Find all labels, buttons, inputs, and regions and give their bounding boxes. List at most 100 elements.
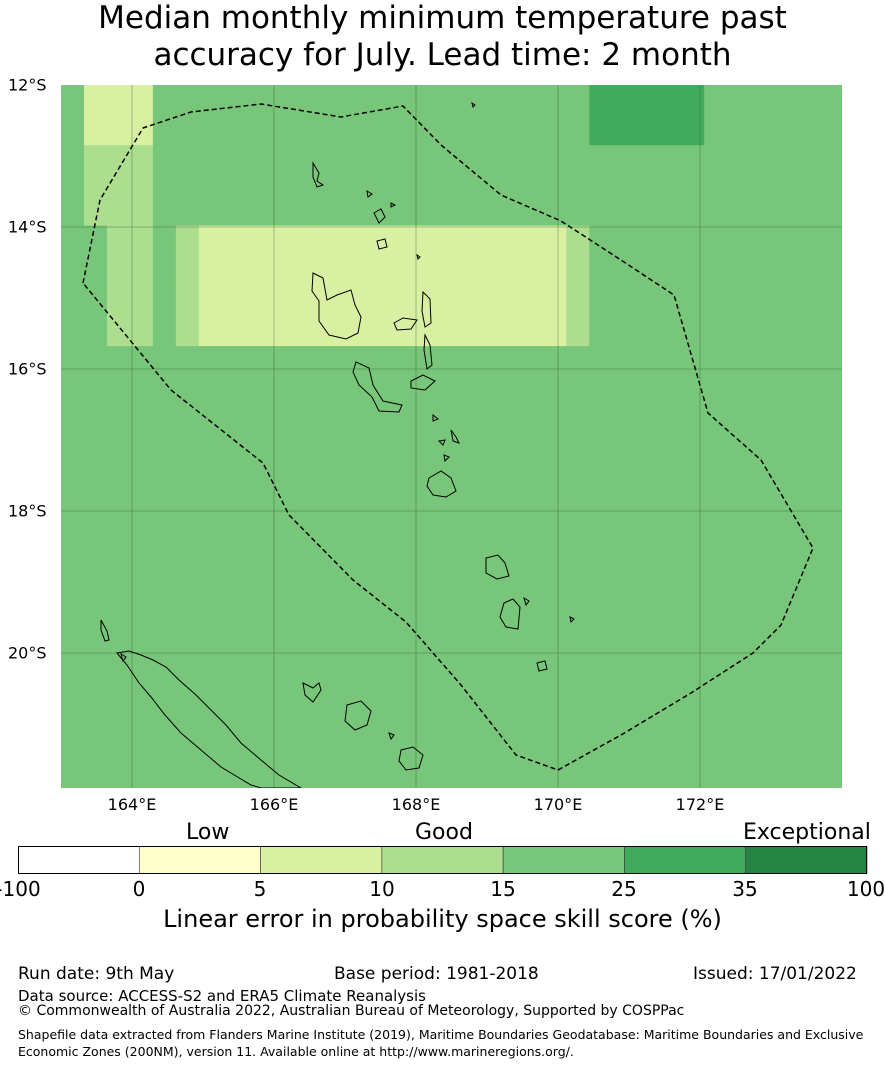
skill-cell [106,486,131,508]
skill-cell [451,245,476,267]
skill-cell [750,185,774,207]
skill-cell [520,265,544,287]
skill-cell [221,205,246,227]
skill-cell [819,305,842,327]
skill-cell [129,727,154,749]
lat-label-16s: 16°S [8,359,47,379]
skill-cell [336,165,361,187]
skill-cell [244,225,269,247]
skill-cell [727,667,751,689]
tanna-island [499,598,521,630]
skill-cell [566,265,590,287]
skill-cell [612,466,636,488]
skill-cell [106,366,131,387]
skill-cell [428,667,453,689]
skill-cell [313,466,338,488]
lat-label-18s: 18°S [8,501,47,521]
skill-cell [635,486,659,508]
belep-islands [120,652,127,663]
skill-cell [290,546,315,568]
skill-cell [773,85,797,106]
skill-cell [152,406,177,428]
skill-cell [658,386,682,407]
skill-cell [520,145,544,166]
skill-cell [336,305,361,327]
skill-cell [382,265,407,287]
skill-cell [175,366,200,387]
skill-cell [83,667,108,689]
skill-cell [819,587,842,608]
skill-cell [750,406,774,428]
skill-cell [566,366,590,387]
skill-cell [750,466,774,488]
skill-cell [61,145,85,166]
skill-cell [129,587,154,608]
skill-cell [290,305,315,327]
skill-cell [382,687,407,709]
skill-cell [474,747,499,769]
skill-cell [106,426,131,448]
colorbar-tick-5: 5 [253,877,267,901]
skill-cell [497,667,522,689]
skill-cell [727,225,751,247]
skill-cell [152,667,177,689]
skill-cell [474,205,499,227]
skill-cell [290,326,315,347]
skill-cell [106,546,131,568]
skill-cell [819,567,842,588]
new-caledonia-main-island [100,619,302,788]
skill-cell [704,607,728,628]
skill-cell [658,647,682,669]
skill-cell [750,707,774,729]
ambae-island [393,317,418,331]
skill-cell [152,486,177,508]
skill-cell [129,265,154,287]
skill-cell [451,346,476,367]
skill-cell [152,165,177,187]
skill-cell [520,366,544,387]
skill-cell [497,145,522,166]
skill-cell [750,446,774,468]
skill-cell [313,687,338,709]
skill-cell [175,687,200,709]
skill-cell [83,607,108,628]
skill-cell [704,366,728,387]
skill-cell [727,105,751,126]
skill-cell [451,767,476,788]
skill-cell [796,366,820,387]
skill-cell [819,526,842,548]
skill-cell [129,426,154,448]
skill-cell [106,466,131,488]
skill-cell [474,587,499,608]
skill-cell [520,326,544,347]
skill-cell [773,346,797,367]
skill-cell [773,225,797,247]
skill-cell [796,185,820,207]
skill-cell [359,627,384,648]
skill-cell [221,446,246,468]
skill-cell [704,406,728,428]
skill-cell [129,105,154,126]
skill-cell [704,647,728,669]
colorbar-swatch [745,846,868,874]
skill-cell [152,627,177,648]
coastlines [100,101,575,788]
skill-cell [727,466,751,488]
skill-cell [635,506,659,528]
skill-cell [221,305,246,327]
skill-cell [796,567,820,588]
torres-islands [312,161,325,188]
skill-cell [336,245,361,267]
skill-cell [612,245,636,267]
skill-cell [61,707,85,729]
skill-cell [290,285,315,307]
skill-cell [336,426,361,448]
skill-cell [497,446,522,468]
skill-cell [382,587,407,608]
skill-cell [129,205,154,227]
skill-cell [543,526,567,548]
skill-cell [382,727,407,749]
skill-cell [543,486,567,508]
skill-cell [474,506,499,528]
skill-cell [221,466,246,488]
